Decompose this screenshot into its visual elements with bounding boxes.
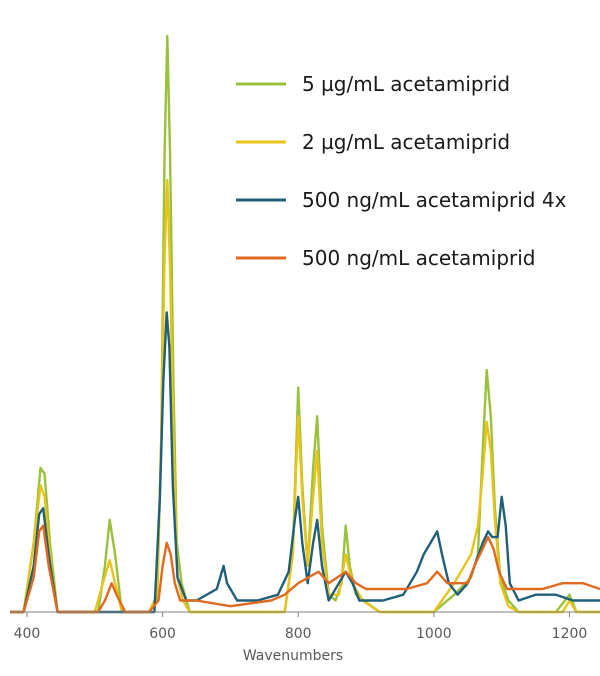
legend-item: 500 ng/mL acetamiprid [236,246,536,270]
legend: 5 µg/mL acetamiprid 2 µg/mL acetamiprid 50… [236,72,567,270]
x-axis-title: Wavenumbers [243,648,343,664]
x-tick-label: 800 [285,626,312,642]
series-line-2 [10,178,600,614]
legend-item: 2 µg/mL acetamiprid [236,130,510,154]
x-tick-label: 1000 [416,626,452,642]
x-tick-label: 1200 [552,626,588,642]
legend-label: 5 µg/mL acetamiprid [302,72,510,96]
legend-label: 500 ng/mL acetamiprid 4x [302,188,567,212]
x-tick-label: 600 [149,626,176,642]
legend-label: 2 µg/mL acetamiprid [302,130,510,154]
series-line-3 [10,311,600,614]
x-axis-ticks: 400 600 800 1000 1200 [14,612,588,642]
legend-item: 5 µg/mL acetamiprid [236,72,510,96]
legend-item: 500 ng/mL acetamiprid 4x [236,188,567,212]
legend-label: 500 ng/mL acetamiprid [302,246,536,270]
series-line-4 [10,524,600,614]
series-layer [10,34,600,614]
x-tick-label: 400 [14,626,41,642]
